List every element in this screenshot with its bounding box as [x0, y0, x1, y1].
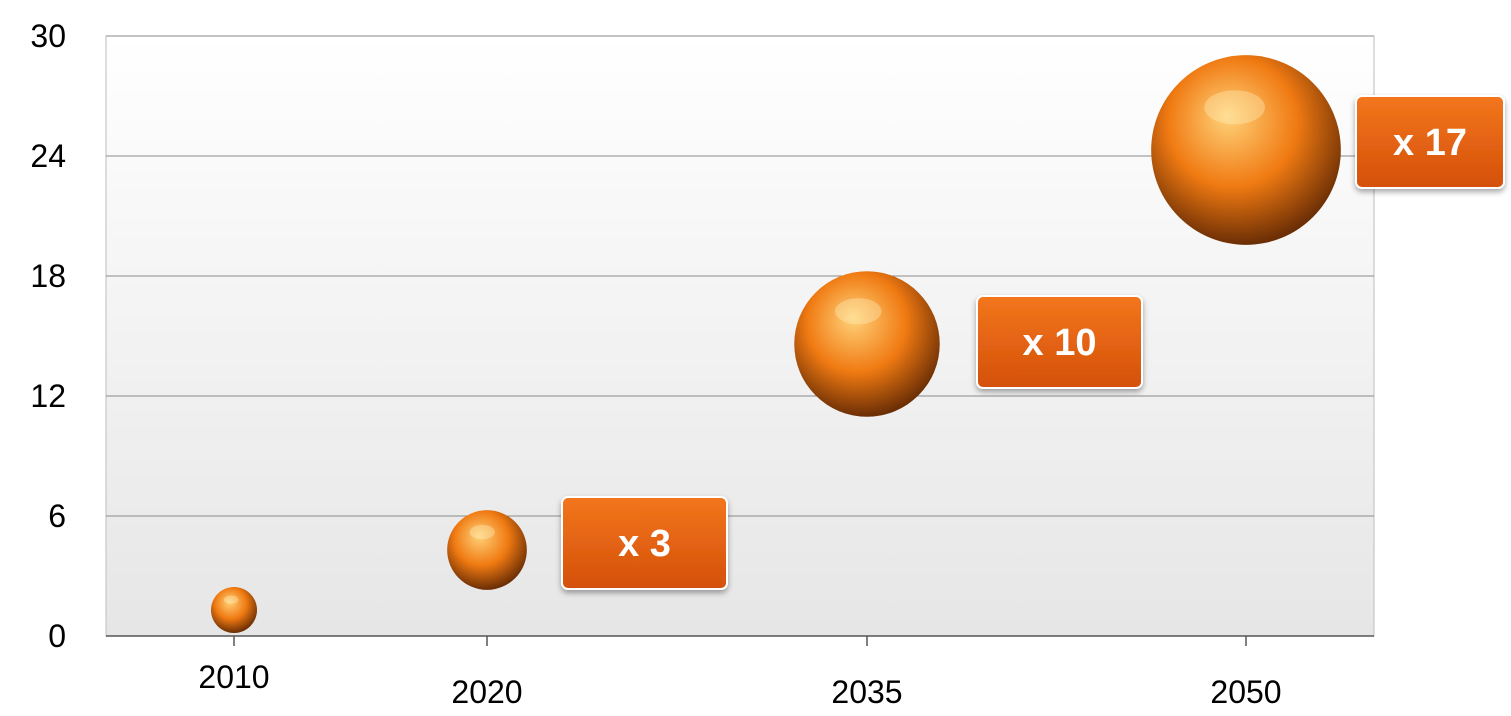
y-tick-label: 0 [48, 618, 66, 654]
bubble-series [211, 55, 1341, 633]
bubble-2050 [1151, 55, 1341, 245]
annotation-2035: x 10 [976, 295, 1143, 389]
bubble-2010 [211, 587, 257, 633]
axes: 0 6 12 18 24 30 2010 2020 2035 2050 [30, 18, 1374, 710]
annotation-2050: x 17 [1355, 95, 1505, 189]
x-tick-label: 2020 [451, 674, 522, 710]
x-tick-label: 2050 [1210, 674, 1281, 710]
annotation-2020: x 3 [561, 496, 728, 590]
annotation-label: x 10 [1023, 322, 1097, 364]
bubble-highlight [469, 524, 495, 540]
annotation-label: x 17 [1393, 122, 1467, 164]
annotation-label: x 3 [618, 523, 671, 565]
bubble-highlight [1204, 90, 1265, 125]
bubble-2035 [794, 271, 940, 417]
y-tick-label: 6 [48, 498, 66, 534]
bubble-highlight [223, 595, 239, 604]
y-tick-label: 18 [30, 258, 66, 294]
bubble-2020 [447, 510, 527, 590]
x-tick-label: 2035 [831, 674, 902, 710]
y-tick-label: 24 [30, 138, 66, 174]
annotation-box [561, 496, 728, 590]
gridlines [106, 35, 1374, 517]
annotations: x 3 x 10 x 17 [561, 95, 1505, 590]
y-tick-label: 30 [30, 18, 66, 54]
annotation-box [1355, 95, 1505, 189]
x-tick-label: 2010 [198, 659, 269, 695]
annotation-box [976, 295, 1143, 389]
bubble-highlight [834, 298, 882, 325]
y-tick-label: 12 [30, 378, 66, 414]
